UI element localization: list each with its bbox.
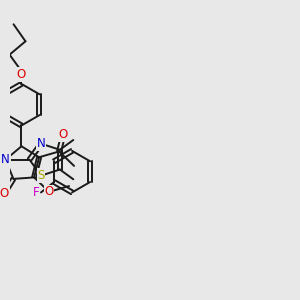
- Text: O: O: [0, 188, 9, 200]
- Text: O: O: [59, 128, 68, 141]
- Text: N: N: [37, 137, 46, 150]
- Text: S: S: [38, 169, 45, 182]
- Text: F: F: [33, 186, 39, 199]
- Text: O: O: [17, 68, 26, 81]
- Text: O: O: [44, 185, 54, 198]
- Text: N: N: [1, 153, 10, 166]
